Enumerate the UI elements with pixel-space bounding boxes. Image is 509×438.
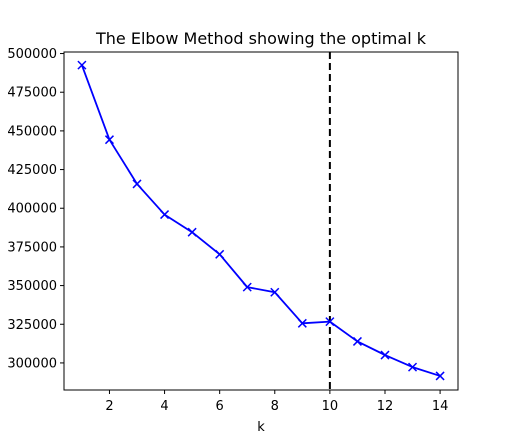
x-tick-label: 14 [432, 399, 449, 414]
y-tick-label: 450000 [7, 124, 57, 139]
y-tick-label: 300000 [7, 356, 57, 371]
y-tick-label: 500000 [7, 47, 57, 62]
x-axis-label: k [257, 420, 265, 435]
data-point-marker [435, 371, 445, 381]
x-tick-label: 2 [105, 399, 113, 414]
data-point-marker [297, 318, 307, 328]
y-tick-label: 350000 [7, 279, 57, 294]
plot-layer: 2 4 6 8 10 12 14 300000 325000 350000 375000 400000… [7, 47, 459, 414]
data-point-marker [77, 60, 87, 70]
x-tick-label: 4 [160, 399, 168, 414]
y-tick-label: 325000 [7, 318, 57, 333]
data-point-marker [380, 350, 390, 360]
y-tick-label: 400000 [7, 202, 57, 217]
y-tick-label: 425000 [7, 163, 57, 178]
data-point-marker [132, 179, 142, 189]
y-tick-label: 475000 [7, 86, 57, 101]
plot-frame [63, 51, 459, 391]
data-point-marker [215, 249, 225, 259]
chart-title: The Elbow Method showing the optimal k [95, 29, 427, 48]
data-point-marker [270, 287, 280, 297]
series-line [81, 64, 441, 377]
data-point-marker [408, 362, 418, 372]
data-point-marker [160, 210, 170, 220]
x-tick-label: 10 [322, 399, 339, 414]
x-tick-label: 12 [377, 399, 394, 414]
data-point-marker [325, 317, 335, 327]
y-tick-label: 375000 [7, 240, 57, 255]
data-point-marker [104, 135, 114, 145]
x-tick-label: 8 [271, 399, 279, 414]
data-point-marker [242, 282, 252, 292]
data-point-marker [352, 336, 362, 346]
data-point-marker [187, 227, 197, 237]
x-tick-label: 6 [216, 399, 224, 414]
